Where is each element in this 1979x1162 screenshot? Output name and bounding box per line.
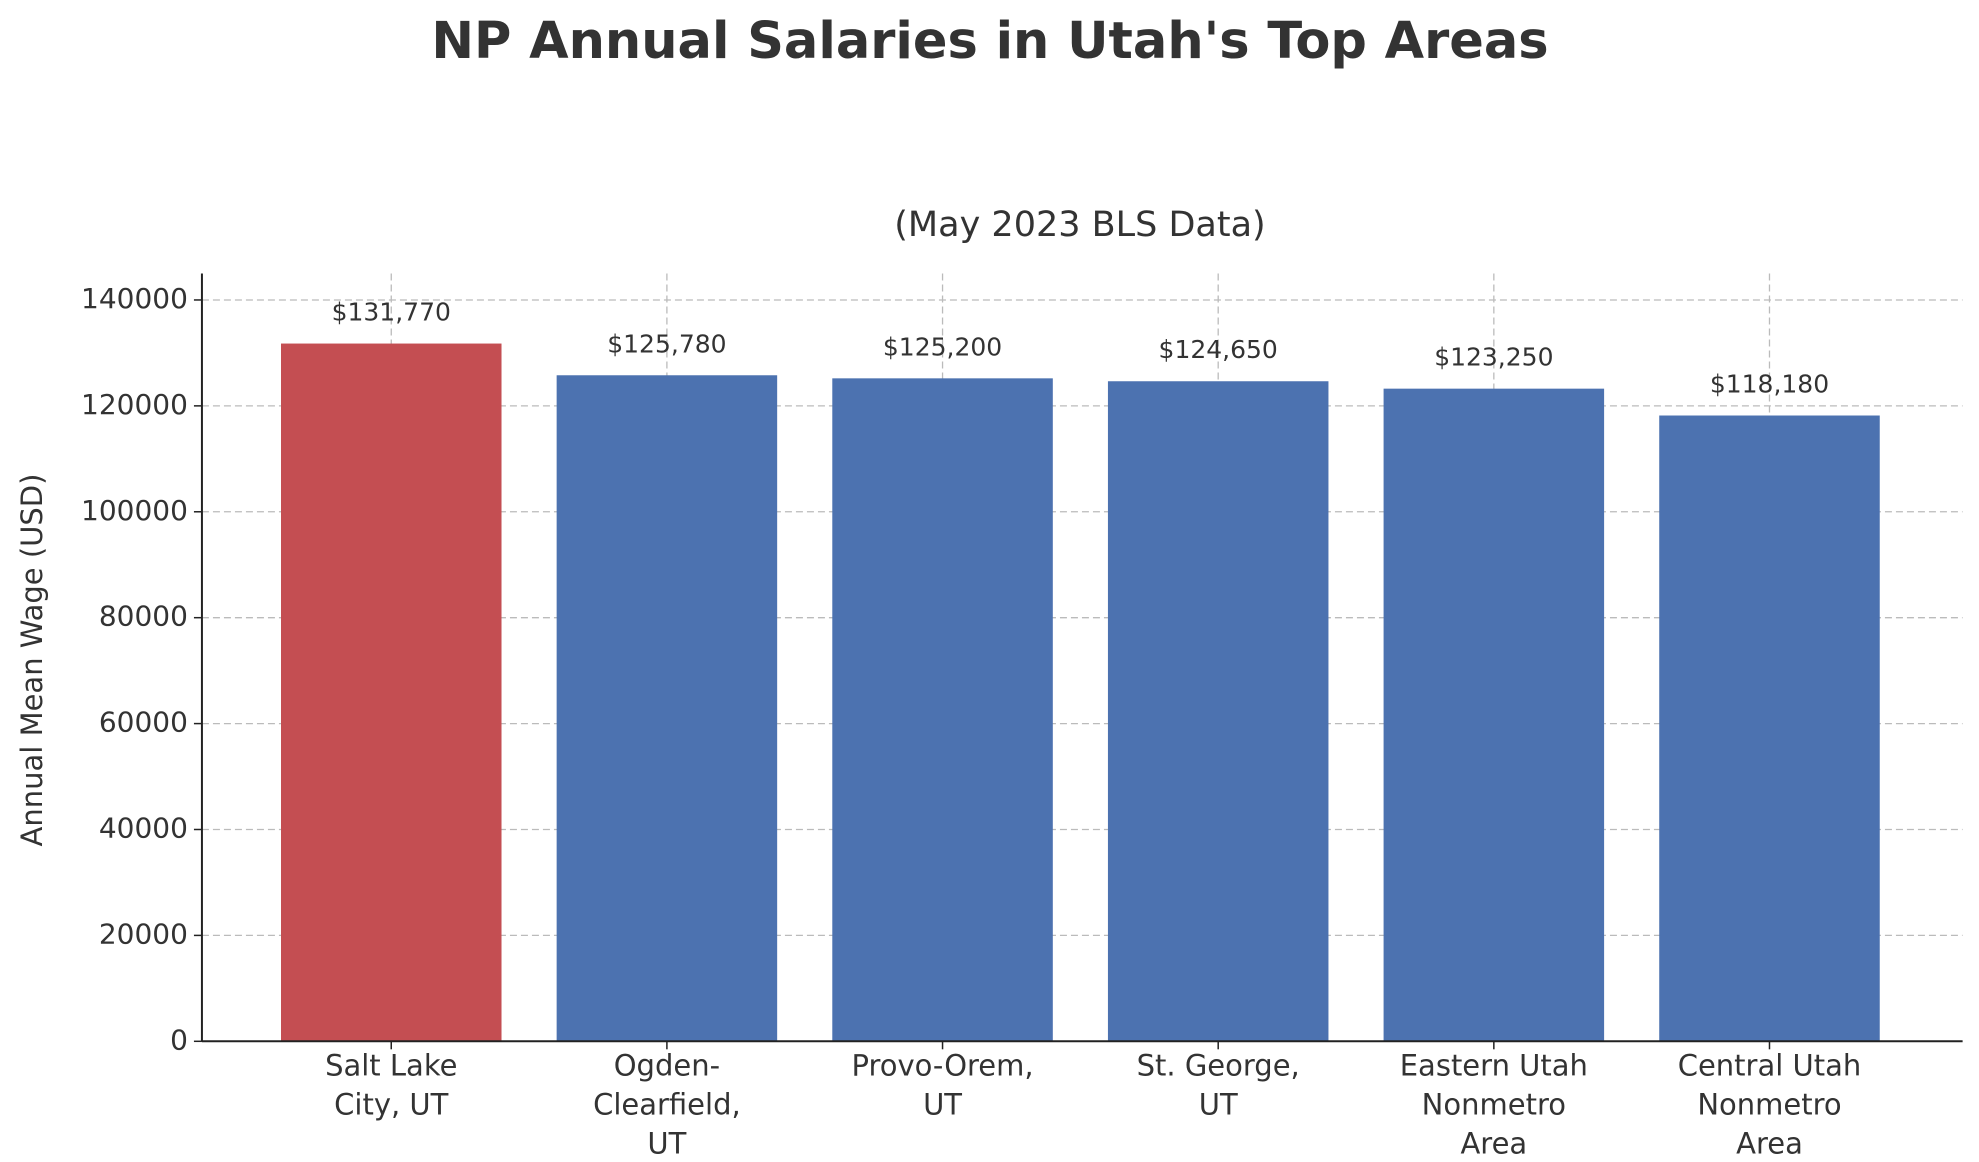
y-tick-label: 40000 xyxy=(99,811,188,844)
x-tick-label-line: UT xyxy=(1199,1087,1238,1121)
bar xyxy=(1107,381,1329,1042)
value-label: $125,200 xyxy=(883,332,1002,361)
y-tick-label: 0 xyxy=(170,1023,188,1056)
x-tick-label-line: Salt Lake xyxy=(325,1048,457,1082)
y-tick-label: 140000 xyxy=(81,282,188,315)
x-tick-label-line: City, UT xyxy=(334,1087,449,1121)
x-tick-label-line: Nonmetro xyxy=(1422,1087,1566,1121)
value-label: $124,650 xyxy=(1159,335,1278,364)
bar xyxy=(1383,388,1605,1042)
bar xyxy=(556,375,778,1042)
chart-title: NP Annual Salaries in Utah's Top Areas xyxy=(431,12,1548,71)
x-tick-label-line: Provo-Orem, xyxy=(851,1048,1033,1082)
x-tick-label-line: St. George, xyxy=(1137,1048,1300,1082)
y-axis-label: Annual Mean Wage (USD) xyxy=(15,474,49,847)
value-label: $123,250 xyxy=(1434,343,1553,372)
bar xyxy=(1659,415,1880,1042)
x-tick-label-line: Clearfield, xyxy=(593,1087,741,1121)
y-tick-label: 20000 xyxy=(99,917,188,950)
bar xyxy=(832,378,1053,1042)
y-tick-label: 80000 xyxy=(99,600,188,633)
x-tick-label: Salt Lake City, UT xyxy=(325,1048,457,1121)
x-tick-label: Eastern Utah Nonmetro Area xyxy=(1400,1048,1588,1160)
x-tick-label-line: UT xyxy=(647,1126,686,1160)
y-tick-label: 120000 xyxy=(81,388,188,421)
x-tick-label-line: Area xyxy=(1460,1126,1527,1160)
x-tick-label: Provo-Orem, UT xyxy=(851,1048,1033,1121)
x-tick-label-line: Eastern Utah xyxy=(1400,1048,1588,1082)
x-tick-label-line: Area xyxy=(1736,1126,1803,1160)
value-label: $118,180 xyxy=(1710,370,1829,399)
x-tick-label: St. George, UT xyxy=(1137,1048,1300,1121)
x-tick-label-line: UT xyxy=(923,1087,962,1121)
bar xyxy=(280,343,502,1042)
value-label: $131,770 xyxy=(332,298,451,327)
chart-subtitle: (May 2023 BLS Data) xyxy=(894,205,1265,245)
value-label: $125,780 xyxy=(607,329,726,358)
y-tick-label: 60000 xyxy=(99,706,188,739)
y-tick-label: 100000 xyxy=(81,494,188,527)
x-tick-label-line: Nonmetro xyxy=(1697,1087,1841,1121)
x-tick-label-line: Central Utah xyxy=(1678,1048,1862,1082)
x-tick-label: Central Utah Nonmetro Area xyxy=(1678,1048,1862,1160)
x-tick-label: Ogden- Clearfield, UT xyxy=(593,1048,741,1160)
x-tick-label-line: Ogden- xyxy=(614,1048,720,1082)
